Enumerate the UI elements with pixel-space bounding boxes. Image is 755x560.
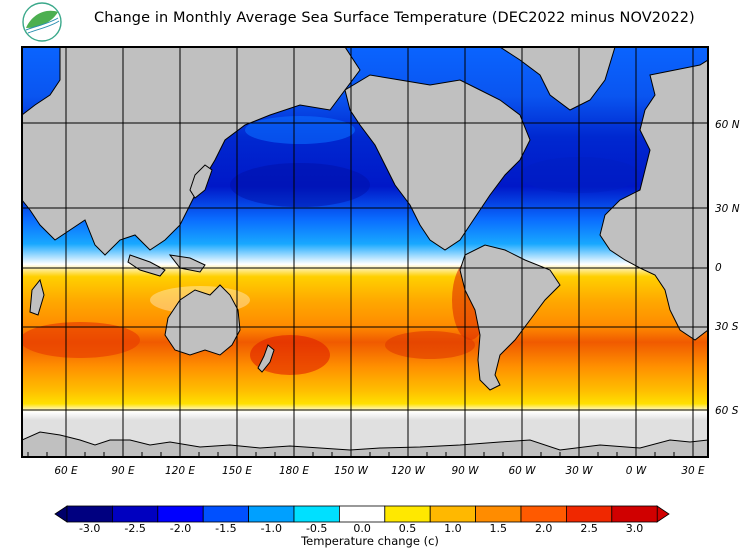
colorbar-swatch: [112, 505, 159, 523]
new-zealand: [257, 344, 275, 373]
colorbar-swatch: [66, 505, 113, 523]
colorbar-label: -0.5: [306, 522, 327, 535]
lon-label: 150 E: [222, 465, 252, 477]
axis-ticks: [27, 452, 694, 457]
lat-label: 60 S: [715, 405, 739, 417]
colorbar: -3.0 -2.5 -2.0 -1.5 -1.0 -0.5 0.0 0.5 1.…: [54, 505, 670, 548]
lon-label: 0 W: [626, 465, 647, 477]
lon-label: 180 E: [279, 465, 309, 477]
lat-label: 0: [715, 262, 722, 274]
colorbar-label: 0.5: [399, 522, 417, 535]
lat-label: 60 N: [715, 119, 740, 131]
europe-africa: [599, 59, 708, 341]
colorbar-swatch: [475, 505, 522, 523]
colorbar-swatch: [566, 505, 613, 523]
colorbar-swatch: [611, 505, 658, 523]
colorbar-swatch: [157, 505, 204, 523]
map-field: [22, 47, 708, 457]
lat-label: 30 S: [715, 321, 739, 333]
graticule: [22, 47, 708, 457]
lon-label: 60 E: [54, 465, 78, 477]
lon-label: 90 E: [111, 465, 135, 477]
lon-label: 30 E: [681, 465, 705, 477]
colorbar-label: 2.5: [580, 522, 598, 535]
page-title: Change in Monthly Average Sea Surface Te…: [94, 10, 695, 26]
lon-label: 120 E: [165, 465, 195, 477]
colorbar-label: 3.0: [626, 522, 644, 535]
logo: [22, 2, 62, 42]
leaf-icon: [26, 10, 58, 28]
colorbar-under-arrow: [54, 505, 68, 523]
colorbar-swatch: [338, 505, 386, 523]
colorbar-swatch: [202, 505, 249, 523]
colorbar-label: 1.5: [490, 522, 508, 535]
colorbar-swatch: [293, 505, 340, 523]
land: [22, 47, 708, 457]
indonesia: [127, 254, 166, 277]
colorbar-label: -1.0: [261, 522, 282, 535]
north-america: [344, 74, 531, 251]
greenland: [499, 47, 616, 111]
eurasia: [22, 47, 361, 256]
colorbar-swatch: [429, 505, 477, 523]
japan: [189, 164, 213, 199]
map-frame: [21, 46, 709, 458]
antarctica: [22, 431, 708, 457]
colorbar-label: 1.0: [444, 522, 462, 535]
madagascar: [29, 278, 45, 316]
colorbar-label: -3.0: [79, 522, 100, 535]
south-america: [459, 244, 561, 391]
lat-label: 30 N: [715, 203, 740, 215]
colorbar-over-arrow: [656, 505, 670, 523]
colorbar-label: 2.0: [535, 522, 553, 535]
colorbar-swatch: [384, 505, 431, 523]
colorbar-swatch: [248, 505, 295, 523]
colorbar-title: Temperature change (c): [300, 534, 439, 548]
lon-label: 60 W: [508, 465, 536, 477]
lon-label: 120 W: [391, 465, 425, 477]
colorbar-label: 0.0: [353, 522, 371, 535]
latitude-labels: 60 N 30 N 0 30 S 60 S: [715, 119, 740, 417]
longitude-labels: 60 E 90 E 120 E 150 E 180 E 150 W 120 W …: [54, 465, 705, 477]
colorbar-label: -1.5: [215, 522, 236, 535]
lon-label: 30 W: [565, 465, 593, 477]
lon-label: 90 W: [451, 465, 479, 477]
colorbar-label: -2.0: [170, 522, 191, 535]
colorbar-swatch: [520, 505, 567, 523]
colorbar-label: -2.5: [124, 522, 145, 535]
lon-label: 150 W: [334, 465, 368, 477]
